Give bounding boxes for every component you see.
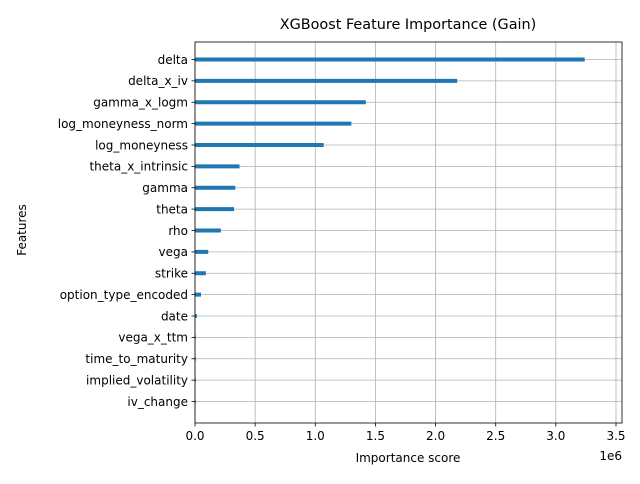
y-tick-label: delta_x_iv: [128, 74, 188, 88]
bar-vega: [195, 249, 209, 254]
bar-date: [195, 314, 197, 318]
bar-option-type-encoded: [195, 292, 202, 297]
y-tick-label: theta_x_intrinsic: [89, 160, 188, 174]
x-axis-ticks: 0.0 0.5 1.0 1.5 2.0 2.5 3.0 3.5: [185, 423, 626, 443]
y-tick-label: implied_volatility: [86, 373, 188, 387]
y-tick-label: rho: [168, 224, 188, 238]
x-tick-label: 0.5: [246, 429, 265, 443]
y-tick-label: gamma: [142, 181, 188, 195]
y-tick-label: vega_x_ttm: [118, 331, 188, 345]
x-axis-offset-label: 1e6: [599, 449, 622, 463]
bar-theta-x-intrinsic: [195, 164, 240, 169]
bar-theta: [195, 207, 235, 212]
y-tick-label: log_moneyness: [95, 138, 188, 152]
bar-delta: [195, 57, 585, 62]
y-tick-label: gamma_x_logm: [93, 96, 188, 110]
x-tick-label: 3.0: [546, 429, 565, 443]
y-tick-label: theta: [156, 202, 188, 216]
bar-delta-x-iv: [195, 78, 458, 83]
bar-rho: [195, 228, 221, 233]
bar-log-moneyness: [195, 143, 324, 147]
y-tick-label: iv_change: [127, 395, 188, 409]
x-tick-label: 2.5: [486, 429, 505, 443]
x-axis-label: Importance score: [356, 451, 461, 465]
x-tick-label: 2.0: [426, 429, 445, 443]
y-axis-ticks: delta delta_x_iv gamma_x_logm log_moneyness…: [58, 53, 195, 409]
y-axis-label: Features: [15, 204, 29, 256]
x-tick-label: 3.5: [606, 429, 625, 443]
y-tick-label: time_to_maturity: [85, 352, 188, 366]
x-tick-label: 0.0: [185, 429, 204, 443]
x-tick-label: 1.5: [366, 429, 385, 443]
y-tick-label: vega: [159, 245, 188, 259]
x-tick-label: 1.0: [306, 429, 325, 443]
bar-strike: [195, 271, 206, 276]
plot-frame: [194, 41, 623, 424]
y-tick-label: date: [161, 309, 188, 323]
bars: [195, 57, 585, 404]
bar-gamma: [195, 185, 236, 190]
y-tick-label: log_moneyness_norm: [58, 117, 188, 131]
bar-gamma-x-logm: [195, 100, 366, 105]
y-tick-label: delta: [158, 53, 188, 67]
bar-log-moneyness-norm: [195, 121, 352, 126]
y-tick-label: option_type_encoded: [60, 288, 188, 302]
chart-title: XGBoost Feature Importance (Gain): [280, 17, 537, 33]
y-tick-label: strike: [155, 267, 188, 281]
